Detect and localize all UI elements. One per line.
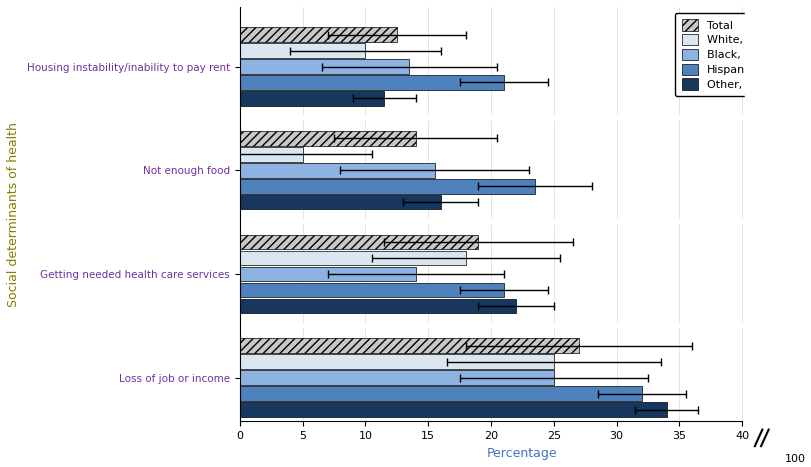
Bar: [239, 43, 365, 58]
Bar: [239, 195, 440, 210]
Bar: [239, 267, 415, 281]
Bar: [239, 163, 434, 177]
Bar: [239, 386, 641, 401]
Bar: [239, 27, 397, 42]
Bar: [239, 251, 466, 265]
Bar: [239, 370, 553, 385]
Bar: [239, 339, 578, 353]
Bar: [239, 235, 478, 249]
Text: 100: 100: [783, 454, 805, 465]
Bar: [239, 91, 384, 106]
Bar: [239, 179, 534, 193]
Bar: [239, 354, 553, 369]
X-axis label: Percentage: Percentage: [487, 446, 557, 460]
Bar: [239, 283, 503, 297]
Bar: [239, 59, 409, 74]
Bar: [239, 131, 415, 146]
Bar: [239, 75, 503, 90]
Legend: Total, White, NH, Black, NH, Hispanic/Latino, Other, NH: Total, White, NH, Black, NH, Hispanic/La…: [674, 13, 799, 96]
Bar: [239, 147, 303, 162]
Bar: [744, 7, 804, 421]
Bar: [239, 402, 666, 417]
Bar: [239, 298, 516, 313]
Y-axis label: Social determinants of health: Social determinants of health: [7, 122, 20, 306]
